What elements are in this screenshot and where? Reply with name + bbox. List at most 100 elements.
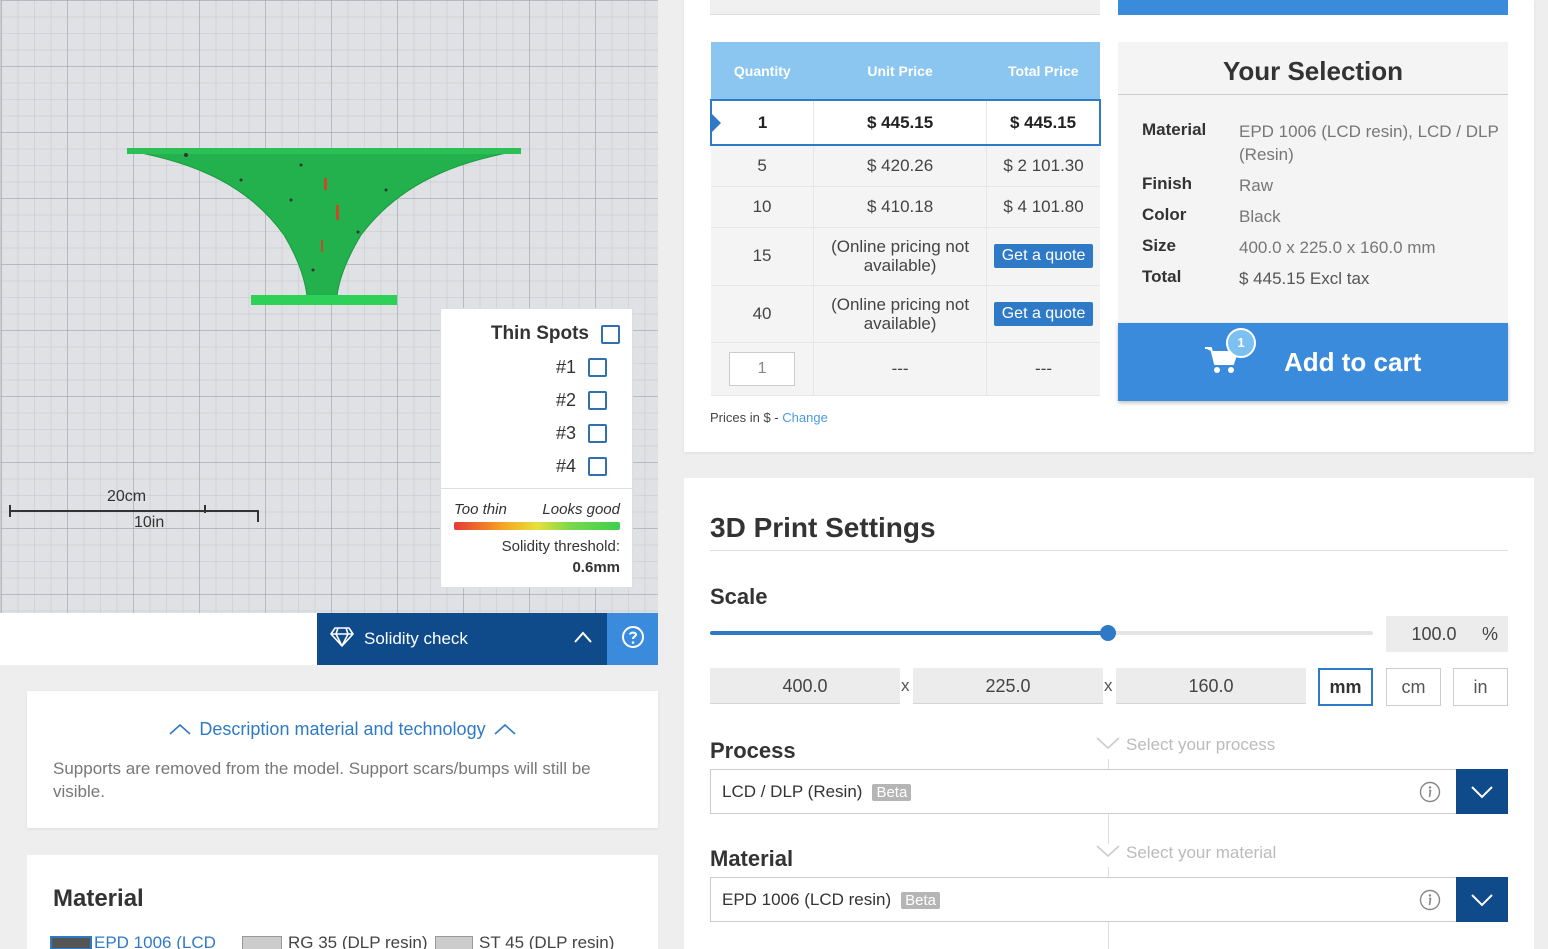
connector-line: [1108, 922, 1109, 949]
material-dropdown-button[interactable]: [1456, 877, 1508, 922]
description-toggle[interactable]: Description material and technology: [27, 719, 658, 740]
change-currency-link[interactable]: Change: [782, 410, 828, 425]
dimension-z-input[interactable]: 160.0: [1116, 668, 1306, 704]
dimension-separator: x: [901, 676, 910, 695]
material-hint-text: Select your material: [1126, 843, 1277, 862]
unit-price-cell: (Online pricing not available): [813, 227, 988, 286]
total-price-cell: Get a quote: [986, 285, 1100, 343]
info-icon[interactable]: [1419, 889, 1441, 916]
thin-spots-toggle[interactable]: Thin Spots: [491, 323, 620, 345]
custom-quantity-input[interactable]: 1: [729, 351, 796, 386]
material-option[interactable]: ST 45 (DLP resin): [435, 933, 614, 949]
selection-key: Finish: [1142, 174, 1193, 193]
unit-price-cell: $ 410.18: [813, 186, 988, 228]
scale-slider-handle[interactable]: [1099, 625, 1116, 641]
solidity-check-button[interactable]: Solidity check: [317, 613, 607, 665]
scale-slider[interactable]: [710, 625, 1373, 641]
scale-tick: [9, 505, 11, 517]
model-viewer[interactable]: 20cm 10in Thin Spots #1 #2 #3 #4 Too t: [0, 0, 658, 613]
get-quote-button[interactable]: Get a quote: [993, 301, 1094, 326]
solidity-legend: Too thin Looks good: [454, 501, 620, 518]
add-to-cart-label: Add to cart: [1284, 346, 1422, 377]
legend-high-label: Looks good: [542, 501, 620, 518]
thin-spot-label: #4: [555, 456, 576, 476]
chevron-up-icon: [169, 719, 191, 740]
column-header: Unit Price: [813, 42, 987, 100]
scale-in-label: 10in: [134, 514, 165, 531]
pricing-card: Quantity Unit Price Total Price 1 $ 445.…: [684, 0, 1534, 452]
finish-option-button-active[interactable]: [1118, 0, 1508, 15]
total-price-cell: $ 445.15: [986, 99, 1102, 146]
scale-percent-input[interactable]: 100.0 %: [1386, 616, 1508, 652]
thin-spot-checkbox[interactable]: [588, 424, 607, 443]
description-text: Supports are removed from the model. Sup…: [53, 759, 591, 801]
thin-spot-checkbox[interactable]: [588, 358, 607, 377]
price-table: Quantity Unit Price Total Price 1 $ 445.…: [710, 42, 1102, 396]
thin-spot-item[interactable]: #2: [556, 390, 607, 411]
dimension-x-input[interactable]: 400.0: [710, 668, 900, 704]
scale-cm-label: 20cm: [107, 488, 147, 505]
thin-spot-checkbox[interactable]: [588, 391, 607, 410]
chevron-up-icon: [494, 719, 516, 740]
selection-row: Color Black: [1142, 205, 1499, 228]
selection-row: Size 400.0 x 225.0 x 160.0 mm: [1142, 236, 1499, 259]
help-button[interactable]: [607, 613, 658, 665]
threshold-label: Solidity threshold:: [501, 538, 620, 555]
thin-spots-checkbox[interactable]: [601, 324, 620, 344]
beta-badge: Beta: [901, 891, 940, 909]
connector-line: [1108, 867, 1109, 877]
diamond-icon: [330, 626, 354, 652]
thin-spot-label: #3: [555, 423, 576, 443]
currency-note: Prices in $ - Change: [710, 410, 828, 425]
thin-spot-item[interactable]: #4: [556, 456, 607, 477]
process-select[interactable]: LCD / DLP (Resin) Beta: [710, 769, 1508, 814]
selection-key: Material: [1142, 120, 1207, 139]
chevron-down-icon: [1096, 843, 1120, 863]
percent-unit: %: [1482, 623, 1499, 644]
material-selected: EPD 1006 (LCD resin) Beta: [722, 890, 940, 910]
info-icon[interactable]: [1419, 781, 1441, 808]
material-value: EPD 1006 (LCD resin): [722, 889, 892, 909]
help-icon: [621, 625, 645, 654]
divider: [441, 488, 632, 489]
unit-cm-button[interactable]: cm: [1386, 668, 1441, 706]
thin-spot-checkbox[interactable]: [588, 457, 607, 476]
qty-cell: 1: [711, 342, 815, 396]
get-quote-button[interactable]: Get a quote: [993, 244, 1094, 268]
qty-cell: 5: [711, 145, 815, 187]
column-header: Total Price: [986, 42, 1100, 100]
chevron-down-icon: [1471, 785, 1493, 798]
model-render[interactable]: [1, 0, 658, 613]
table-row-selected[interactable]: 1 $ 445.15 $ 445.15: [710, 99, 1102, 146]
connector-line: [1108, 814, 1109, 844]
process-dropdown-button[interactable]: [1456, 769, 1508, 814]
total-price-cell: ---: [986, 342, 1100, 396]
description-header: Description material and technology: [199, 719, 486, 739]
material-option[interactable]: RG 35 (DLP resin): [242, 933, 428, 949]
unit-in-button[interactable]: in: [1453, 668, 1508, 706]
material-select[interactable]: EPD 1006 (LCD resin) Beta: [710, 877, 1508, 922]
scale-tick: [204, 505, 206, 513]
process-hint-text: Select your process: [1126, 735, 1276, 754]
chevron-up-icon: [573, 629, 593, 649]
qty-cell: 15: [711, 227, 815, 286]
cart-icon: 1: [1204, 328, 1256, 382]
material-thumbnail: [50, 936, 92, 949]
selection-value: Raw: [1239, 176, 1274, 195]
dimension-y-input[interactable]: 225.0: [913, 668, 1103, 704]
thin-spot-item[interactable]: #1: [556, 357, 607, 378]
chevron-down-icon: [1471, 893, 1493, 906]
thin-spot-item[interactable]: #3: [556, 423, 607, 444]
thin-spots-panel: Thin Spots #1 #2 #3 #4 Too thin Looks go…: [440, 308, 633, 588]
thin-spot-label: #2: [555, 390, 576, 410]
legend-gradient-bar: [454, 522, 620, 530]
table-row[interactable]: 5 $ 420.26 $ 2 101.30: [711, 145, 1100, 187]
unit-mm-button[interactable]: mm: [1318, 668, 1373, 706]
table-row[interactable]: 10 $ 410.18 $ 4 101.80: [711, 186, 1100, 228]
connector-line: [1108, 759, 1109, 769]
scale-label: Scale: [710, 584, 768, 609]
add-to-cart-button[interactable]: 1 Add to cart: [1118, 323, 1508, 401]
material-option[interactable]: EPD 1006 (LCD: [50, 933, 216, 949]
total-price-cell: Get a quote: [986, 227, 1100, 286]
finish-option-button[interactable]: [710, 0, 1100, 15]
